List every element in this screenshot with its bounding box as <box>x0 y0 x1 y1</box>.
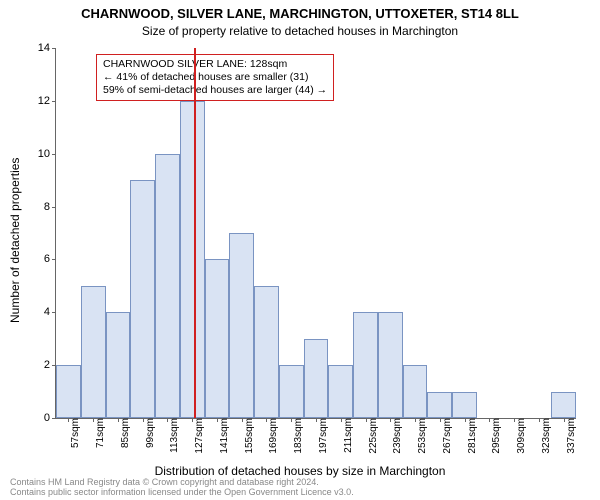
x-tick-mark <box>390 418 391 422</box>
y-axis-label: Number of detached properties <box>8 158 22 323</box>
x-tick-mark <box>118 418 119 422</box>
histogram-bar <box>328 365 353 418</box>
x-tick-mark <box>242 418 243 422</box>
x-tick-label: 127sqm <box>192 418 205 454</box>
x-tick-label: 337sqm <box>564 418 577 454</box>
histogram-bar <box>56 365 81 418</box>
chart-subtitle: Size of property relative to detached ho… <box>0 24 600 38</box>
x-tick-label: 281sqm <box>465 418 478 454</box>
x-tick-mark <box>167 418 168 422</box>
annotation-line3: 59% of semi-detached houses are larger (… <box>103 84 327 97</box>
histogram-bar <box>130 180 155 418</box>
x-axis-label: Distribution of detached houses by size … <box>0 464 600 478</box>
x-tick-mark <box>415 418 416 422</box>
histogram-bar <box>106 312 131 418</box>
x-tick-mark <box>465 418 466 422</box>
histogram-bar <box>180 101 205 418</box>
x-tick-label: 267sqm <box>440 418 453 454</box>
x-tick-mark <box>514 418 515 422</box>
y-tick-mark <box>52 207 56 208</box>
x-tick-mark <box>539 418 540 422</box>
x-tick-label: 323sqm <box>539 418 552 454</box>
x-tick-mark <box>143 418 144 422</box>
footer-line2: Contains public sector information licen… <box>10 488 354 498</box>
x-tick-mark <box>341 418 342 422</box>
x-tick-mark <box>316 418 317 422</box>
y-tick-mark <box>52 48 56 49</box>
x-tick-label: 169sqm <box>266 418 279 454</box>
y-tick-mark <box>52 312 56 313</box>
y-tick-mark <box>52 259 56 260</box>
histogram-bar <box>452 392 477 418</box>
y-tick-mark <box>52 154 56 155</box>
y-tick-mark <box>52 101 56 102</box>
x-tick-label: 155sqm <box>242 418 255 454</box>
histogram-bar <box>81 286 106 418</box>
x-tick-label: 309sqm <box>514 418 527 454</box>
x-tick-label: 99sqm <box>143 418 156 448</box>
annotation-line2: ← 41% of detached houses are smaller (31… <box>103 71 327 84</box>
histogram-bar <box>378 312 403 418</box>
x-tick-label: 239sqm <box>390 418 403 454</box>
x-tick-label: 295sqm <box>489 418 502 454</box>
x-tick-mark <box>217 418 218 422</box>
x-tick-label: 85sqm <box>118 418 131 448</box>
x-tick-label: 71sqm <box>93 418 106 448</box>
histogram-bar <box>254 286 279 418</box>
histogram-bar <box>403 365 428 418</box>
x-tick-label: 183sqm <box>291 418 304 454</box>
x-tick-label: 225sqm <box>366 418 379 454</box>
x-tick-label: 211sqm <box>341 418 354 453</box>
chart-title: CHARNWOOD, SILVER LANE, MARCHINGTON, UTT… <box>0 6 600 21</box>
histogram-bar <box>155 154 180 418</box>
x-tick-mark <box>68 418 69 422</box>
x-tick-mark <box>291 418 292 422</box>
reference-vline <box>194 48 196 418</box>
histogram-bar <box>229 233 254 418</box>
x-tick-mark <box>93 418 94 422</box>
histogram-bar <box>353 312 378 418</box>
histogram-bar <box>279 365 304 418</box>
y-tick-mark <box>52 418 56 419</box>
annotation-line1: CHARNWOOD SILVER LANE: 128sqm <box>103 58 327 71</box>
x-tick-mark <box>266 418 267 422</box>
footer-attribution: Contains HM Land Registry data © Crown c… <box>10 478 354 498</box>
histogram-bar <box>304 339 329 418</box>
x-tick-label: 57sqm <box>68 418 81 448</box>
histogram-bar <box>551 392 576 418</box>
x-tick-label: 113sqm <box>167 418 180 453</box>
x-tick-mark <box>489 418 490 422</box>
x-tick-label: 197sqm <box>316 418 329 454</box>
histogram-bar <box>205 259 230 418</box>
x-tick-mark <box>192 418 193 422</box>
chart-container: CHARNWOOD, SILVER LANE, MARCHINGTON, UTT… <box>0 0 600 500</box>
x-tick-label: 141sqm <box>217 418 230 454</box>
x-tick-mark <box>366 418 367 422</box>
x-tick-mark <box>564 418 565 422</box>
annotation-box: CHARNWOOD SILVER LANE: 128sqm ← 41% of d… <box>96 54 334 101</box>
x-tick-mark <box>440 418 441 422</box>
histogram-bar <box>427 392 452 418</box>
x-tick-label: 253sqm <box>415 418 428 454</box>
plot-area: CHARNWOOD SILVER LANE: 128sqm ← 41% of d… <box>55 48 576 419</box>
